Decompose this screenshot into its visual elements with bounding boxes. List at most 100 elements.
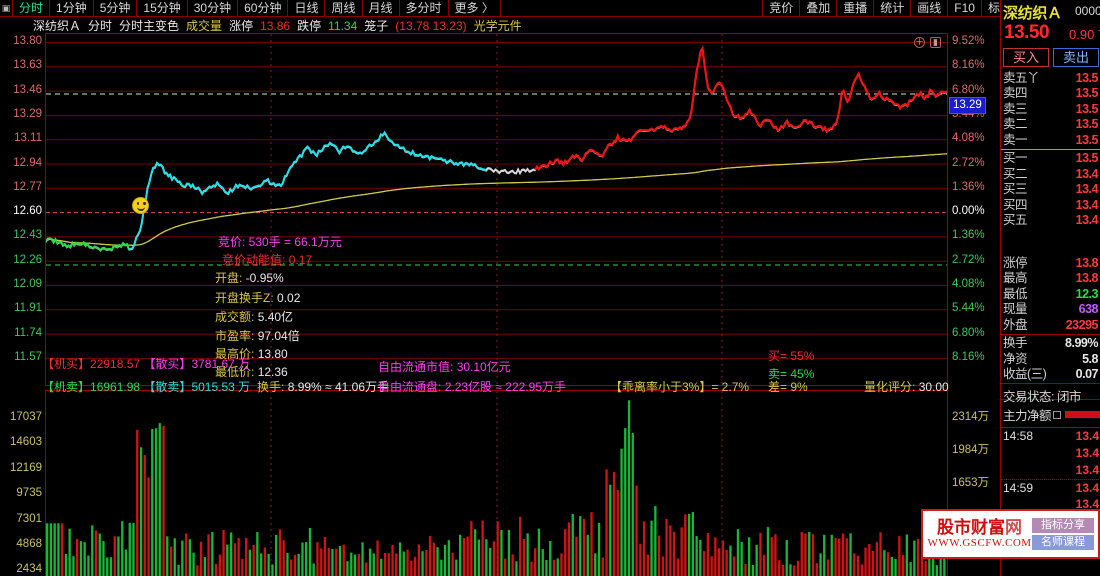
smiley-face-marker[interactable] — [132, 197, 149, 214]
volume-bar — [826, 559, 830, 576]
ask-row[interactable]: 卖二 13.5 — [1001, 117, 1100, 133]
info-mode[interactable]: 分时 — [88, 18, 113, 33]
volume-bar — [64, 553, 68, 576]
volume-bar — [586, 534, 589, 576]
tab-monthly[interactable]: 月线 — [363, 0, 400, 16]
volume-bar — [845, 538, 848, 576]
ask-row[interactable]: 卖三 13.5 — [1001, 101, 1100, 117]
info-sector[interactable]: 光学元件 — [473, 18, 522, 33]
volume-bar — [297, 553, 300, 576]
ask-row[interactable]: 卖五丫 13.5 — [1001, 70, 1100, 86]
volume-bar — [139, 447, 143, 576]
buy-button[interactable]: 买入 — [1003, 48, 1049, 67]
volume-bar — [290, 559, 293, 576]
tab-weekly[interactable]: 周线 — [325, 0, 363, 16]
bid-row[interactable]: 买五 13.4 — [1001, 213, 1100, 229]
info-volume-label[interactable]: 成交量 — [186, 18, 223, 33]
tab-60min[interactable]: 60分钟 — [238, 0, 289, 16]
volume-bar — [819, 553, 822, 576]
tab-5min[interactable]: 5分钟 — [94, 0, 138, 16]
volume-bar — [823, 534, 826, 576]
volume-bar — [680, 527, 683, 576]
tick-row[interactable]: 13.4 — [1001, 462, 1100, 479]
volume-bar — [612, 472, 616, 576]
volume-bar — [886, 552, 890, 576]
tick-row[interactable]: 13.4 — [1001, 496, 1100, 513]
volume-bar — [721, 540, 725, 576]
volume-bar — [567, 522, 571, 576]
panel-toggle-icon[interactable]: ▮ — [930, 37, 941, 48]
volume-bar — [530, 561, 533, 576]
btn-replay[interactable]: 重播 — [837, 0, 875, 16]
tab-more[interactable]: 更多 〉 — [449, 0, 501, 16]
orderbook-divider — [1001, 148, 1100, 150]
btn-f10[interactable]: F10 — [948, 0, 982, 16]
info-cage-label: 笼子 — [364, 18, 389, 33]
volume-bar — [943, 548, 946, 576]
tab-15min[interactable]: 15分钟 — [137, 0, 188, 16]
volume-bar — [241, 559, 244, 576]
tick-time: 14:59 — [1003, 481, 1034, 495]
main-net-amount[interactable]: 主力净额 — [1001, 405, 1100, 423]
tick-time: 14:58 — [1003, 429, 1034, 443]
stats-divider — [1001, 333, 1100, 335]
volume-bar — [605, 469, 608, 576]
volume-bar — [113, 536, 116, 576]
info-indicator[interactable]: 分时主变色 — [119, 18, 180, 33]
volume-bar — [79, 541, 83, 576]
tab-30min[interactable]: 30分钟 — [188, 0, 239, 16]
tick-row[interactable]: 14:58 13.4 — [1001, 428, 1100, 445]
ask-row[interactable]: 卖四 13.5 — [1001, 86, 1100, 102]
sell-button[interactable]: 卖出 — [1053, 48, 1099, 67]
volume-bar — [751, 565, 755, 576]
plus-circle-icon[interactable]: ＋ — [914, 37, 925, 48]
intraday-chart[interactable]: ＋ ▮ — [45, 33, 948, 386]
volume-chart[interactable] — [45, 390, 948, 576]
volume-bar — [793, 565, 796, 576]
grid-icon[interactable]: ▣ — [0, 0, 13, 16]
volume-chart-svg — [46, 391, 946, 576]
volume-bar — [781, 565, 785, 576]
volume-bar — [192, 552, 195, 576]
ask-row[interactable]: 卖一 13.5 — [1001, 132, 1100, 148]
volume-bar — [601, 557, 604, 576]
list-icon[interactable] — [1053, 410, 1062, 419]
tab-1min[interactable]: 1分钟 — [50, 0, 94, 16]
volume-bar — [447, 540, 450, 576]
price-axis-left: 13.80 13.63 13.46 13.29 13.11 12.94 12.77 12.60… — [0, 33, 45, 386]
btn-overlay[interactable]: 叠加 — [800, 0, 838, 16]
order-level-label: 买四 — [1003, 197, 1028, 212]
volume-bar — [214, 563, 218, 576]
btn-auction[interactable]: 竞价 — [763, 0, 801, 16]
volume-bar — [511, 554, 514, 576]
btn-drawline[interactable]: 画线 — [911, 0, 949, 16]
btn-statistics[interactable]: 统计 — [874, 0, 912, 16]
tick-row[interactable]: 14:59 13.4 — [1001, 479, 1100, 496]
volume-bar — [657, 535, 661, 576]
bid-row[interactable]: 买三 13.4 — [1001, 182, 1100, 198]
volume-bar — [342, 544, 345, 576]
volume-bar — [301, 542, 304, 576]
volume-bar — [627, 400, 631, 576]
tab-multi-fenshi[interactable]: 多分时 — [400, 0, 449, 16]
volume-bar — [534, 548, 537, 576]
volume-bar — [169, 546, 173, 576]
bid-row[interactable]: 买二 13.4 — [1001, 166, 1100, 182]
volume-bar — [526, 533, 529, 576]
bid-row[interactable]: 买一 13.5 — [1001, 151, 1100, 167]
volume-bar — [902, 555, 905, 576]
volume-bar — [350, 552, 353, 576]
share-indicator-button[interactable]: 指标分享 — [1032, 518, 1094, 533]
quote-stock-name: 深纺织Ａ — [1003, 5, 1062, 22]
tick-row[interactable]: 13.4 — [1001, 445, 1100, 462]
tab-daily[interactable]: 日线 — [288, 0, 326, 16]
teacher-course-button[interactable]: 名师课程 — [1032, 535, 1094, 550]
bid-row[interactable]: 买四 13.4 — [1001, 197, 1100, 213]
tab-fenshi[interactable]: 分时 — [13, 0, 51, 16]
volume-bar — [808, 531, 811, 576]
volume-bar — [699, 539, 702, 576]
volume-axis-label: 7301 — [16, 512, 42, 525]
quote-stat-row: 涨停 13.8 — [1001, 255, 1100, 271]
order-level-price: 13.5 — [1075, 70, 1099, 85]
